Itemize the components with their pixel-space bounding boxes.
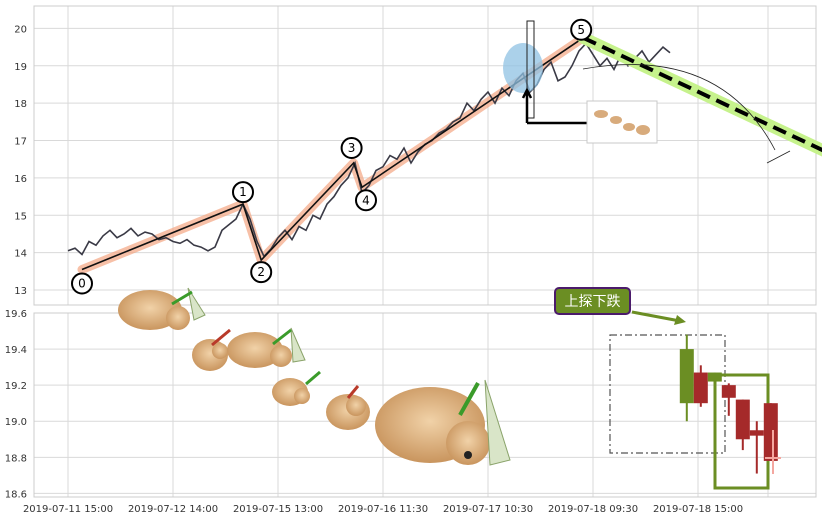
forecast-dashed-line [582,35,822,153]
candle [679,334,694,422]
wave-marker-label: 5 [577,23,585,37]
top-y-tick-label: 13 [14,286,27,297]
price-line [67,42,671,258]
x-tick-label: 2019-07-12 14:00 [128,504,218,515]
wave-marker-label: 1 [239,185,247,199]
wave-marker-3: 3 [340,136,363,159]
flying-dogs-image [118,287,511,466]
wave-marker-label: 0 [78,276,86,290]
forecast-arc [582,64,776,151]
bottom-panel: 18.6 18.8 19.0 19.2 19.4 19.6 [5,287,817,500]
candle [693,365,708,407]
x-tick-label: 2019-07-18 09:30 [548,504,638,515]
candle [735,399,750,451]
wave-marker-label: 4 [362,193,370,207]
wave-marker-1: 1 [232,181,254,204]
bottom-y-tick-label: 19.0 [5,417,27,428]
candle [721,383,736,416]
top-gridlines [34,6,816,305]
wave-path [81,37,584,271]
candle [707,372,722,386]
dashdot-box [609,334,726,454]
top-y-tick-label: 15 [14,211,27,222]
thumbnail-dogs-image [594,110,650,135]
annotation-callout: 上探下跌 [554,287,686,325]
top-y-axis: 13 14 15 16 17 18 19 20 [14,24,27,297]
top-y-tick-label: 17 [14,137,27,148]
annotation-box [554,287,631,315]
bottom-y-tick-label: 19.4 [5,345,27,356]
annotation-arrow-head [674,315,686,325]
top-y-tick-label: 16 [14,174,27,185]
candle-body [679,349,694,404]
wave-marker-4: 4 [355,189,377,212]
bottom-y-tick-label: 18.8 [5,453,27,464]
wave-marker-circle [250,261,273,284]
top-y-tick-label: 18 [14,99,27,110]
x-tick-label: 2019-07-15 13:00 [233,504,323,515]
up-arrow [521,87,533,123]
highlight-ellipse [503,43,543,93]
wave-marker-label: 2 [257,265,265,279]
wave-marker-2: 2 [250,261,273,284]
candlesticks [679,334,778,474]
thumbnail-box [586,100,658,144]
candle-body [763,403,778,461]
wave-markers: 0 1 2 3 4 5 [71,18,593,295]
top-panel-frame [33,5,817,306]
wave-marker-label: 3 [348,141,356,155]
wave-marker-circle [232,181,254,204]
top-panel: 13 14 15 16 17 18 19 20 0 1 2 3 4 5 [14,5,822,306]
bottom-panel-frame [33,312,817,498]
bottom-y-tick-label: 19.6 [5,309,27,320]
bottom-y-axis: 18.6 18.8 19.0 19.2 19.4 19.6 [5,309,27,500]
candle [763,403,778,461]
wave-marker-circle [340,136,363,159]
bottom-y-tick-label: 18.6 [5,489,27,500]
candle-body [693,372,708,404]
x-tick-label: 2019-07-16 11:30 [338,504,428,515]
cross-marker [765,430,781,474]
x-tick-label: 2019-07-18 15:00 [653,504,743,515]
wave-marker-circle [71,272,93,295]
wave-marker-0: 0 [71,272,93,295]
x-tick-label: 2019-07-11 15:00 [23,504,113,515]
candle-body [735,399,750,440]
x-tick-label: 2019-07-17 10:30 [443,504,533,515]
forecast-arc-tail [766,150,791,164]
annotation-arrow-shaft [631,310,681,323]
bottom-y-tick-label: 19.2 [5,381,27,392]
top-y-tick-label: 14 [14,249,27,260]
candle [749,421,764,474]
wave-marker-circle [355,189,377,212]
top-y-tick-label: 19 [14,62,27,73]
wave-marker-circle [570,18,593,41]
top-y-tick-label: 20 [14,24,27,35]
wave-marker-5: 5 [570,18,593,41]
candle-body [749,430,764,436]
marker-box [526,20,535,119]
candle-body [721,385,736,398]
candle-body [707,372,722,382]
x-axis: 2019-07-11 15:00 2019-07-12 14:00 2019-07-… [23,504,743,515]
annotation-text: 上探下跌 [565,294,621,310]
